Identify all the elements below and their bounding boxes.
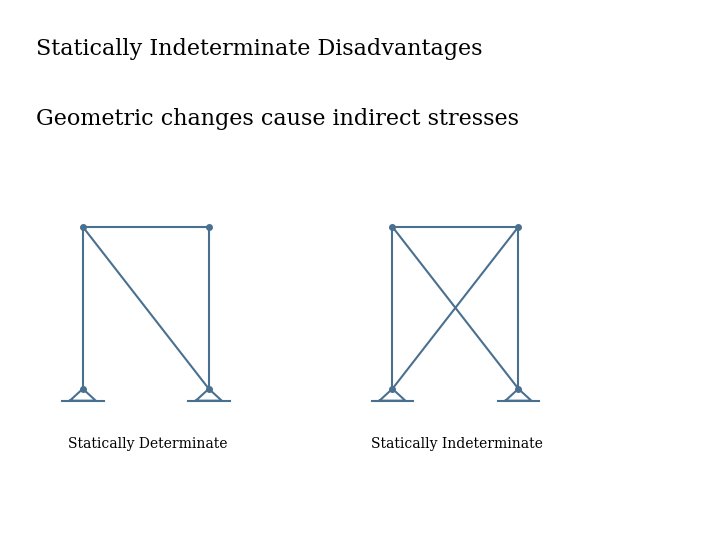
Text: Statically Determinate: Statically Determinate	[68, 437, 228, 451]
Text: Statically Indeterminate: Statically Indeterminate	[372, 437, 543, 451]
Text: Statically Indeterminate Disadvantages: Statically Indeterminate Disadvantages	[36, 38, 482, 60]
Text: Geometric changes cause indirect stresses: Geometric changes cause indirect stresse…	[36, 108, 519, 130]
